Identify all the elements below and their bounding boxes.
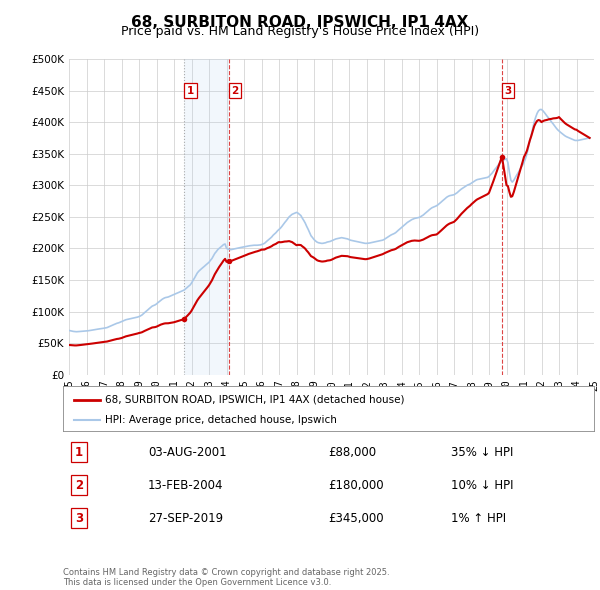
Text: £180,000: £180,000 xyxy=(329,478,384,492)
Text: 2: 2 xyxy=(75,478,83,492)
Text: Price paid vs. HM Land Registry's House Price Index (HPI): Price paid vs. HM Land Registry's House … xyxy=(121,25,479,38)
Text: 3: 3 xyxy=(505,86,512,96)
Bar xyxy=(184,59,229,375)
Text: £88,000: £88,000 xyxy=(329,445,377,459)
Text: 68, SURBITON ROAD, IPSWICH, IP1 4AX: 68, SURBITON ROAD, IPSWICH, IP1 4AX xyxy=(131,15,469,30)
Text: 1% ↑ HPI: 1% ↑ HPI xyxy=(451,512,506,525)
Text: 27-SEP-2019: 27-SEP-2019 xyxy=(148,512,223,525)
Text: 03-AUG-2001: 03-AUG-2001 xyxy=(148,445,227,459)
Text: 3: 3 xyxy=(75,512,83,525)
Text: Contains HM Land Registry data © Crown copyright and database right 2025.
This d: Contains HM Land Registry data © Crown c… xyxy=(63,568,389,587)
Text: 35% ↓ HPI: 35% ↓ HPI xyxy=(451,445,513,459)
Text: 68, SURBITON ROAD, IPSWICH, IP1 4AX (detached house): 68, SURBITON ROAD, IPSWICH, IP1 4AX (det… xyxy=(106,395,405,405)
Text: £345,000: £345,000 xyxy=(329,512,384,525)
Text: 2: 2 xyxy=(231,86,238,96)
Text: 10% ↓ HPI: 10% ↓ HPI xyxy=(451,478,513,492)
Text: HPI: Average price, detached house, Ipswich: HPI: Average price, detached house, Ipsw… xyxy=(106,415,337,425)
Text: 1: 1 xyxy=(75,445,83,459)
Text: 1: 1 xyxy=(187,86,194,96)
Text: 13-FEB-2004: 13-FEB-2004 xyxy=(148,478,223,492)
